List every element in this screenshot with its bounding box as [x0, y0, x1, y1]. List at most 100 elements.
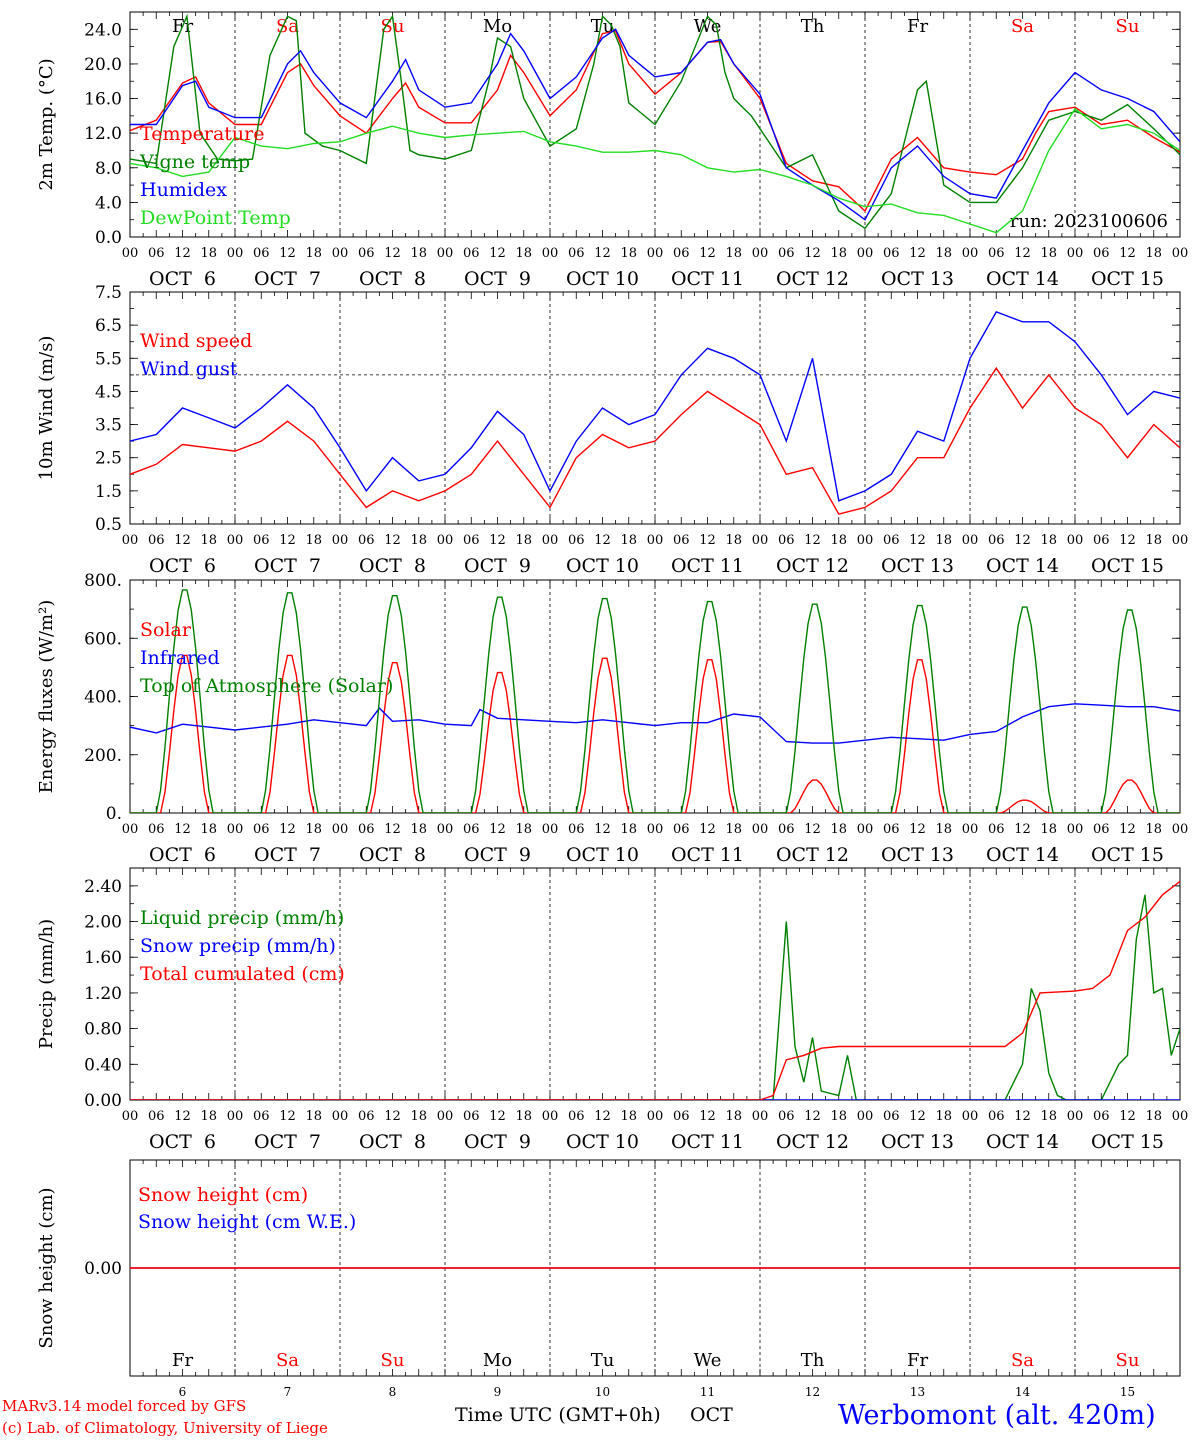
- hour-tick-label: 00: [227, 533, 244, 548]
- weekday-label: Th: [801, 16, 825, 37]
- series-line-top-of-atmosphere-solar-: [130, 589, 1180, 813]
- hour-tick-label: 12: [279, 1109, 296, 1124]
- hour-tick-label: 12: [174, 1109, 191, 1124]
- hour-tick-label: 18: [1145, 822, 1162, 837]
- hour-tick-label: 00: [122, 246, 139, 261]
- date-label: OCT 14: [986, 555, 1059, 577]
- hour-tick-label: 06: [568, 246, 585, 261]
- y-tick-label: 16.0: [84, 90, 122, 110]
- station-label: Werbomont (alt. 420m): [838, 1400, 1156, 1431]
- y-tick-label: 6.5: [95, 316, 122, 336]
- day-number-label: 11: [700, 1385, 715, 1399]
- hour-tick-label: 06: [883, 822, 900, 837]
- weekday-label: Su: [381, 16, 405, 37]
- hour-tick-label: 18: [620, 1109, 637, 1124]
- y-tick-label: 12.0: [84, 124, 122, 144]
- y-tick-label: 0.: [106, 804, 122, 824]
- y-tick-label: 1.20: [84, 984, 122, 1004]
- date-label: OCT 15: [1091, 268, 1164, 290]
- hour-tick-label: 00: [857, 246, 874, 261]
- date-label: OCT 15: [1091, 555, 1164, 577]
- y-tick-label: 0.5: [95, 515, 122, 535]
- date-label: OCT 12: [776, 268, 849, 290]
- weekday-label: Fr: [907, 1350, 928, 1371]
- hour-tick-label: 12: [699, 533, 716, 548]
- y-tick-label: 0.00: [84, 1259, 122, 1279]
- hour-tick-label: 12: [489, 246, 506, 261]
- date-label: OCT 12: [776, 1131, 849, 1153]
- hour-tick-label: 06: [1093, 246, 1110, 261]
- hour-tick-label: 06: [568, 1109, 585, 1124]
- hour-tick-label: 18: [1040, 1109, 1057, 1124]
- legend-entry: Temperature: [140, 123, 264, 145]
- hour-tick-label: 12: [909, 1109, 926, 1124]
- hour-tick-label: 12: [909, 533, 926, 548]
- hour-tick-label: 00: [1172, 533, 1189, 548]
- hour-tick-label: 12: [384, 1109, 401, 1124]
- date-label: OCT 10: [566, 268, 639, 290]
- date-label: OCT 15: [1091, 1131, 1164, 1153]
- hour-tick-label: 06: [1093, 822, 1110, 837]
- y-tick-label: 5.5: [95, 349, 122, 369]
- panel-5: 0.00 Snow height (cm) Fr Sa Su Mo Tu We Th Fr Sa Su…: [36, 1159, 1181, 1399]
- panel-2: 0.5 1.5 2.5 3.5 4.5 5.5 6.5 7.5 10m Wind (m/s) 00…: [36, 283, 1188, 577]
- hour-tick-label: 12: [594, 246, 611, 261]
- hour-tick-label: 00: [647, 1109, 664, 1124]
- hour-tick-label: 00: [437, 246, 454, 261]
- hour-tick-label: 06: [358, 822, 375, 837]
- hour-tick-label: 12: [489, 1109, 506, 1124]
- weekday-label: Fr: [907, 16, 928, 37]
- hour-tick-label: 00: [122, 533, 139, 548]
- hour-tick-label: 00: [542, 822, 559, 837]
- hour-tick-label: 12: [594, 1109, 611, 1124]
- hour-tick-label: 00: [962, 1109, 979, 1124]
- hour-tick-label: 00: [1172, 246, 1189, 261]
- legend-entry: Infrared: [140, 647, 220, 669]
- hour-tick-label: 12: [384, 533, 401, 548]
- hour-tick-label: 06: [673, 822, 690, 837]
- hour-tick-label: 18: [200, 1109, 217, 1124]
- date-label: OCT 11: [671, 844, 744, 866]
- hour-tick-label: 06: [253, 822, 270, 837]
- date-label: OCT 10: [566, 555, 639, 577]
- y-tick-label: 1.60: [84, 948, 122, 968]
- y-tick-label: 24.0: [84, 20, 122, 40]
- panel-1: 0.0 4.0 8.0 12.0 16.0 20.0 24.0 2m Temp. (°C) 00…: [36, 11, 1189, 290]
- hour-tick-label: 06: [463, 533, 480, 548]
- panel-4: 0.00 0.40 0.80 1.20 1.60 2.00 2.40 Precip (mm/h…: [36, 867, 1188, 1153]
- date-label: OCT 8: [359, 268, 426, 290]
- hour-tick-label: 00: [857, 533, 874, 548]
- y-tick-label: 400.: [84, 688, 122, 708]
- hour-tick-label: 00: [752, 533, 769, 548]
- hour-tick-label: 00: [752, 822, 769, 837]
- hour-tick-label: 06: [673, 533, 690, 548]
- hour-tick-label: 00: [122, 822, 139, 837]
- hour-tick-label: 06: [778, 1109, 795, 1124]
- day-number-label: 9: [494, 1385, 502, 1399]
- day-number-label: 14: [1015, 1385, 1031, 1399]
- hour-tick-label: 06: [463, 1109, 480, 1124]
- hour-tick-label: 06: [358, 246, 375, 261]
- hour-tick-label: 12: [1014, 1109, 1031, 1124]
- day-number-label: 15: [1120, 1385, 1135, 1399]
- y-tick-label: 0.0: [95, 228, 122, 248]
- date-label: OCT 12: [776, 844, 849, 866]
- hour-tick-label: 06: [988, 822, 1005, 837]
- weekday-label: Mo: [483, 16, 512, 37]
- day-number-label: 6: [179, 1385, 187, 1399]
- hour-tick-label: 00: [857, 1109, 874, 1124]
- hour-tick-label: 18: [305, 822, 322, 837]
- hour-tick-label: 12: [804, 822, 821, 837]
- series-line-liquid-precip-mm-h-: [130, 894, 1180, 1100]
- y-axis-label: 2m Temp. (°C): [36, 58, 57, 190]
- hour-tick-label: 18: [725, 246, 742, 261]
- date-label: OCT 9: [464, 1131, 531, 1153]
- date-label: OCT 7: [254, 555, 321, 577]
- y-tick-label: 3.5: [95, 416, 122, 436]
- hour-tick-label: 18: [830, 533, 847, 548]
- series-line-total-cumulated-cm-: [130, 880, 1180, 1100]
- weekday-label: Th: [801, 1350, 825, 1371]
- date-label: OCT 9: [464, 555, 531, 577]
- hour-tick-label: 06: [988, 533, 1005, 548]
- hour-tick-label: 00: [1067, 822, 1084, 837]
